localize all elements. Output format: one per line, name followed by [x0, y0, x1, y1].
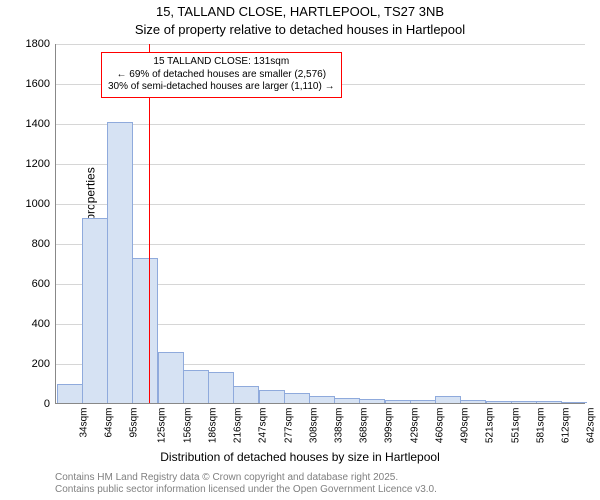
- histogram-bar: [82, 218, 108, 403]
- histogram-bar: [486, 401, 512, 403]
- gridline: [56, 204, 585, 205]
- histogram-bar: [309, 396, 335, 403]
- x-tick-label: 581sqm: [535, 408, 546, 444]
- histogram-bar: [561, 402, 587, 403]
- gridline: [56, 44, 585, 45]
- histogram-bar: [460, 400, 486, 403]
- y-tick-label: 800: [32, 238, 50, 250]
- histogram-bar: [183, 370, 209, 403]
- x-tick-label: 186sqm: [207, 408, 218, 444]
- histogram-bar: [435, 396, 461, 403]
- gridline: [56, 124, 585, 125]
- x-tick-label: 34sqm: [78, 408, 89, 438]
- y-tick-label: 1200: [26, 158, 50, 170]
- histogram-bar: [511, 401, 537, 403]
- annotation-line: 15 TALLAND CLOSE: 131sqm: [108, 56, 335, 69]
- marker-vertical-line: [149, 44, 150, 403]
- y-tick-label: 1000: [26, 198, 50, 210]
- footer-line-1: Contains HM Land Registry data © Crown c…: [55, 472, 437, 484]
- x-tick-label: 95sqm: [129, 408, 140, 438]
- histogram-bar: [132, 258, 158, 403]
- plot-area: 02004006008001000120014001600180034sqm64…: [55, 44, 585, 404]
- histogram-bar: [107, 122, 133, 403]
- histogram-bar: [385, 400, 411, 403]
- histogram-bar: [410, 400, 436, 403]
- histogram-bar: [536, 401, 562, 403]
- footer-attribution: Contains HM Land Registry data © Crown c…: [55, 472, 437, 496]
- x-tick-label: 156sqm: [182, 408, 193, 444]
- histogram-bar: [359, 399, 385, 403]
- y-tick-label: 400: [32, 318, 50, 330]
- chart-title-1: 15, TALLAND CLOSE, HARTLEPOOL, TS27 3NB: [0, 4, 600, 19]
- x-tick-label: 277sqm: [283, 408, 294, 444]
- x-axis-label: Distribution of detached houses by size …: [0, 450, 600, 464]
- x-tick-label: 551sqm: [510, 408, 521, 444]
- x-tick-label: 368sqm: [359, 408, 370, 444]
- x-tick-label: 521sqm: [485, 408, 496, 444]
- histogram-bar: [233, 386, 259, 403]
- y-tick-label: 600: [32, 278, 50, 290]
- gridline: [56, 244, 585, 245]
- x-tick-label: 216sqm: [232, 408, 243, 444]
- annotation-line: ← 69% of detached houses are smaller (2,…: [108, 69, 335, 82]
- x-tick-label: 125sqm: [157, 408, 168, 444]
- x-tick-label: 490sqm: [459, 408, 470, 444]
- histogram-bar: [259, 390, 285, 403]
- y-tick-label: 200: [32, 358, 50, 370]
- x-tick-label: 642sqm: [586, 408, 597, 444]
- annotation-box: 15 TALLAND CLOSE: 131sqm← 69% of detache…: [101, 52, 342, 98]
- chart-title-2: Size of property relative to detached ho…: [0, 22, 600, 37]
- histogram-bar: [57, 384, 83, 403]
- x-tick-label: 399sqm: [384, 408, 395, 444]
- chart-container: 15, TALLAND CLOSE, HARTLEPOOL, TS27 3NB …: [0, 0, 600, 500]
- histogram-bar: [158, 352, 184, 403]
- histogram-bar: [208, 372, 234, 403]
- x-tick-label: 338sqm: [333, 408, 344, 444]
- y-tick-label: 1800: [26, 38, 50, 50]
- x-tick-label: 247sqm: [258, 408, 269, 444]
- x-tick-label: 612sqm: [560, 408, 571, 444]
- histogram-bar: [284, 393, 310, 403]
- x-tick-label: 460sqm: [434, 408, 445, 444]
- annotation-line: 30% of semi-detached houses are larger (…: [108, 81, 335, 94]
- x-tick-label: 308sqm: [308, 408, 319, 444]
- x-tick-label: 64sqm: [103, 408, 114, 438]
- y-tick-label: 1400: [26, 118, 50, 130]
- y-tick-label: 1600: [26, 78, 50, 90]
- y-tick-label: 0: [44, 398, 50, 410]
- x-tick-label: 429sqm: [409, 408, 420, 444]
- footer-line-2: Contains public sector information licen…: [55, 484, 437, 496]
- histogram-bar: [334, 398, 360, 403]
- gridline: [56, 164, 585, 165]
